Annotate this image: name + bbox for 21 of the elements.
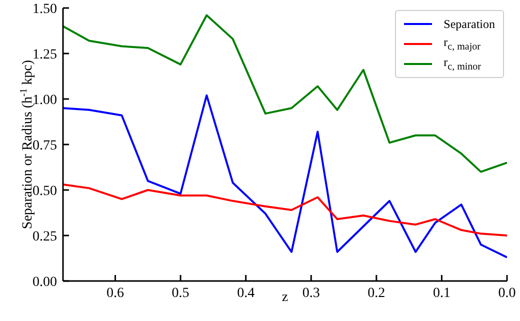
- x-tick-label: 0.3: [302, 286, 320, 301]
- y-tick-label: 1.25: [32, 47, 57, 62]
- legend-label: r$_{c, major}$: [444, 35, 480, 53]
- line-series: [63, 184, 507, 236]
- x-tick-label: 0.6: [106, 286, 124, 301]
- x-tick-label: 0.5: [172, 286, 190, 301]
- y-tick-label: 0.50: [32, 184, 57, 199]
- y-tick-label: 1.50: [32, 2, 57, 17]
- y-tick-label: 0.00: [32, 274, 57, 290]
- line-series: [63, 14, 507, 173]
- legend-label: Separation: [444, 16, 495, 32]
- y-tick-label: 1.00: [32, 92, 57, 108]
- line-series: [63, 94, 507, 258]
- legend-label: r$_{c, minor}$: [444, 55, 481, 73]
- y-tick-label: 0.75: [32, 138, 57, 154]
- x-tick-label: 0.4: [237, 286, 255, 301]
- x-tick-label: 0.1: [432, 286, 450, 301]
- y-tick-label: 0.25: [32, 229, 57, 244]
- x-tick-label: 0.2: [368, 286, 386, 301]
- x-tick-label: 0.0: [498, 286, 516, 301]
- x-axis-title: z: [282, 290, 288, 305]
